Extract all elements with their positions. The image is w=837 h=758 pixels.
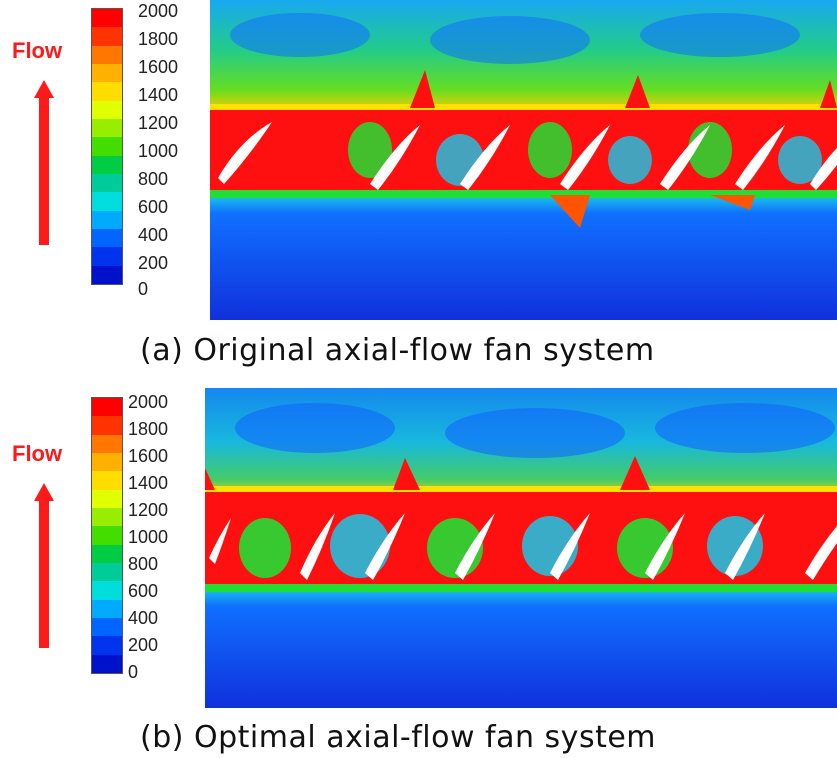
legend-color-band: [92, 137, 122, 156]
color-legend-bar: [91, 397, 123, 674]
legend-color-band: [92, 265, 122, 284]
legend-tick: 2000: [138, 1, 179, 21]
legend-tick: 1200: [138, 113, 179, 133]
legend-color-band: [92, 507, 122, 527]
legend-color-band: [92, 452, 122, 472]
legend-color-band: [92, 82, 122, 101]
legend-tick: 1600: [128, 446, 169, 466]
flow-arrow-icon: [34, 80, 54, 245]
legend-tick: 400: [128, 608, 159, 628]
legend-tick: 800: [138, 169, 169, 189]
legend-color-band: [92, 599, 122, 618]
legend-tick: 600: [138, 197, 169, 217]
legend-color-band: [92, 654, 122, 673]
legend-color-band: [92, 247, 122, 266]
legend-color-band: [92, 118, 122, 138]
flow-label: Flow: [12, 38, 63, 63]
legend-tick: 1600: [138, 57, 179, 77]
legend-tick: 1000: [128, 527, 169, 547]
legend-tick: 1400: [128, 473, 169, 493]
legend-color-band: [92, 471, 122, 490]
legend-tick: 2000: [128, 392, 169, 412]
legend-color-band: [92, 9, 122, 28]
legend-color-band: [92, 489, 122, 508]
legend-tick: 800: [128, 554, 159, 574]
legend-color-band: [92, 562, 122, 582]
legend-tick: 1400: [138, 85, 179, 105]
legend-color-band: [92, 45, 122, 64]
velocity-contour-optimal: [205, 388, 837, 708]
legend-tick: 0: [138, 279, 149, 299]
legend-color-band: [92, 526, 122, 545]
legend-color-band: [92, 398, 122, 417]
legend-color-band: [92, 636, 122, 655]
legend-color-band: [92, 192, 122, 211]
legend-tick: 1200: [128, 500, 169, 520]
legend-tick: 200: [128, 635, 159, 655]
legend-ticks: 2000 1800 1600 1400 1200 1000 800 600 40…: [138, 0, 208, 300]
flow-label: Flow: [12, 441, 63, 466]
legend-color-band: [92, 155, 122, 174]
legend-color-band: [92, 27, 122, 46]
legend-tick: 1800: [138, 29, 179, 49]
caption-original: (a) Original axial-flow fan system: [140, 333, 655, 368]
legend-color-band: [92, 173, 122, 193]
legend-color-band: [92, 581, 122, 600]
flow-arrow-icon: [34, 483, 54, 648]
legend-color-band: [92, 544, 122, 563]
legend-tick: 200: [138, 253, 169, 273]
legend-color-band: [92, 617, 122, 637]
legend-color-band: [92, 434, 122, 453]
legend-color-band: [92, 63, 122, 83]
panel-original: Flow 2000 1800 1600 1400 1200 1000 800 6…: [12, 0, 837, 368]
legend-tick: 1800: [128, 419, 169, 439]
legend-ticks: 2000 1800 1600 1400 1200 1000 800 600 40…: [128, 389, 208, 689]
color-legend-bar: [91, 8, 123, 285]
legend-color-band: [92, 416, 122, 435]
velocity-contour-original: [210, 0, 837, 320]
caption-optimal: (b) Optimal axial-flow fan system: [140, 720, 657, 755]
legend-tick: 0: [128, 662, 139, 682]
legend-color-band: [92, 100, 122, 119]
legend-tick: 400: [138, 225, 169, 245]
legend-color-band: [92, 210, 122, 229]
legend-tick: 600: [128, 581, 159, 601]
legend-color-band: [92, 228, 122, 248]
legend-tick: 1000: [138, 141, 179, 161]
panel-optimal: Flow 2000 1800 1600 1400 1200 1000 800 6…: [0, 383, 837, 758]
